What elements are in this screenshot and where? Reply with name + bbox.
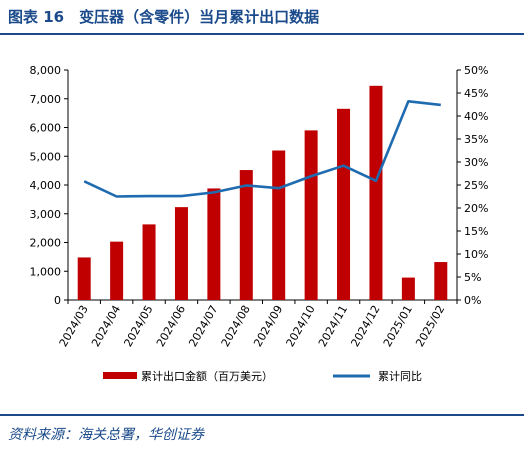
yoy-line <box>83 99 441 198</box>
right-tick-label: 40% <box>464 110 488 123</box>
x-tick-label: 2024/05 <box>122 303 156 349</box>
left-tick-label: 1,000 <box>30 265 62 278</box>
right-tick-label: 50% <box>464 64 488 77</box>
x-tick-label: 2025/02 <box>413 303 447 349</box>
x-axis: 2024/032024/042024/052024/062024/072024/… <box>57 299 458 349</box>
x-tick-label: 2024/10 <box>284 303 318 349</box>
bar <box>207 188 221 300</box>
bar <box>77 257 91 300</box>
right-tick-label: 45% <box>464 87 488 100</box>
left-tick-label: 4,000 <box>30 179 62 192</box>
line-series <box>83 99 441 198</box>
right-tick-label: 35% <box>464 133 488 146</box>
left-tick-label: 0 <box>54 294 61 307</box>
right-tick-label: 10% <box>464 248 488 261</box>
left-y-axis: 0 1,000 2,000 3,000 4,000 5,000 6,000 7,000 8,00… <box>30 64 69 307</box>
left-tick-label: 6,000 <box>30 122 62 135</box>
bar <box>174 207 188 300</box>
right-y-axis: 0% 5% 10% 15% 20% 25% 30% 35% 40% 45% 50% <box>456 64 488 307</box>
right-tick-label: 0% <box>464 294 481 307</box>
x-tick-label: 2024/07 <box>186 303 220 349</box>
top-divider <box>0 33 524 35</box>
legend: 累计出口金额（百万美元） 累计同比 <box>103 369 422 383</box>
left-tick-label: 2,000 <box>30 237 62 250</box>
right-tick-label: 20% <box>464 202 488 215</box>
bar <box>272 150 286 300</box>
bar <box>369 85 383 300</box>
x-tick-label: 2024/09 <box>251 303 285 349</box>
right-tick-label: 15% <box>464 225 488 238</box>
chart-title: 图表 16 变压器（含零件）当月累计出口数据 <box>8 8 320 26</box>
left-tick-label: 5,000 <box>30 150 62 163</box>
bar <box>110 241 124 300</box>
bottom-divider <box>0 414 524 416</box>
bar-series <box>77 85 448 300</box>
legend-bar-swatch <box>103 372 137 379</box>
right-tick-label: 25% <box>464 179 488 192</box>
left-tick-label: 3,000 <box>30 208 62 221</box>
source-note: 资料来源：海关总署，华创证券 <box>8 427 204 443</box>
x-tick-label: 2024/11 <box>316 303 350 349</box>
bar <box>434 262 448 300</box>
right-tick-label: 5% <box>464 271 481 284</box>
x-tick-label: 2024/06 <box>154 303 188 349</box>
x-tick-label: 2025/01 <box>381 303 415 349</box>
combo-chart: 0 1,000 2,000 3,000 4,000 5,000 6,000 7,000 8,00… <box>30 64 489 383</box>
legend-bar-label: 累计出口金额（百万美元） <box>141 369 273 383</box>
bar <box>142 224 156 300</box>
right-tick-label: 30% <box>464 156 488 169</box>
x-tick-label: 2024/08 <box>219 303 253 349</box>
bar <box>337 108 351 300</box>
left-tick-label: 8,000 <box>30 64 62 77</box>
bar <box>239 170 253 300</box>
legend-line-label: 累计同比 <box>378 370 422 383</box>
left-tick-label: 7,000 <box>30 93 62 106</box>
bar <box>304 130 318 300</box>
x-tick-label: 2024/04 <box>89 303 123 349</box>
bar <box>401 277 415 300</box>
x-tick-label: 2024/03 <box>57 303 91 349</box>
x-tick-label: 2024/12 <box>348 303 382 349</box>
